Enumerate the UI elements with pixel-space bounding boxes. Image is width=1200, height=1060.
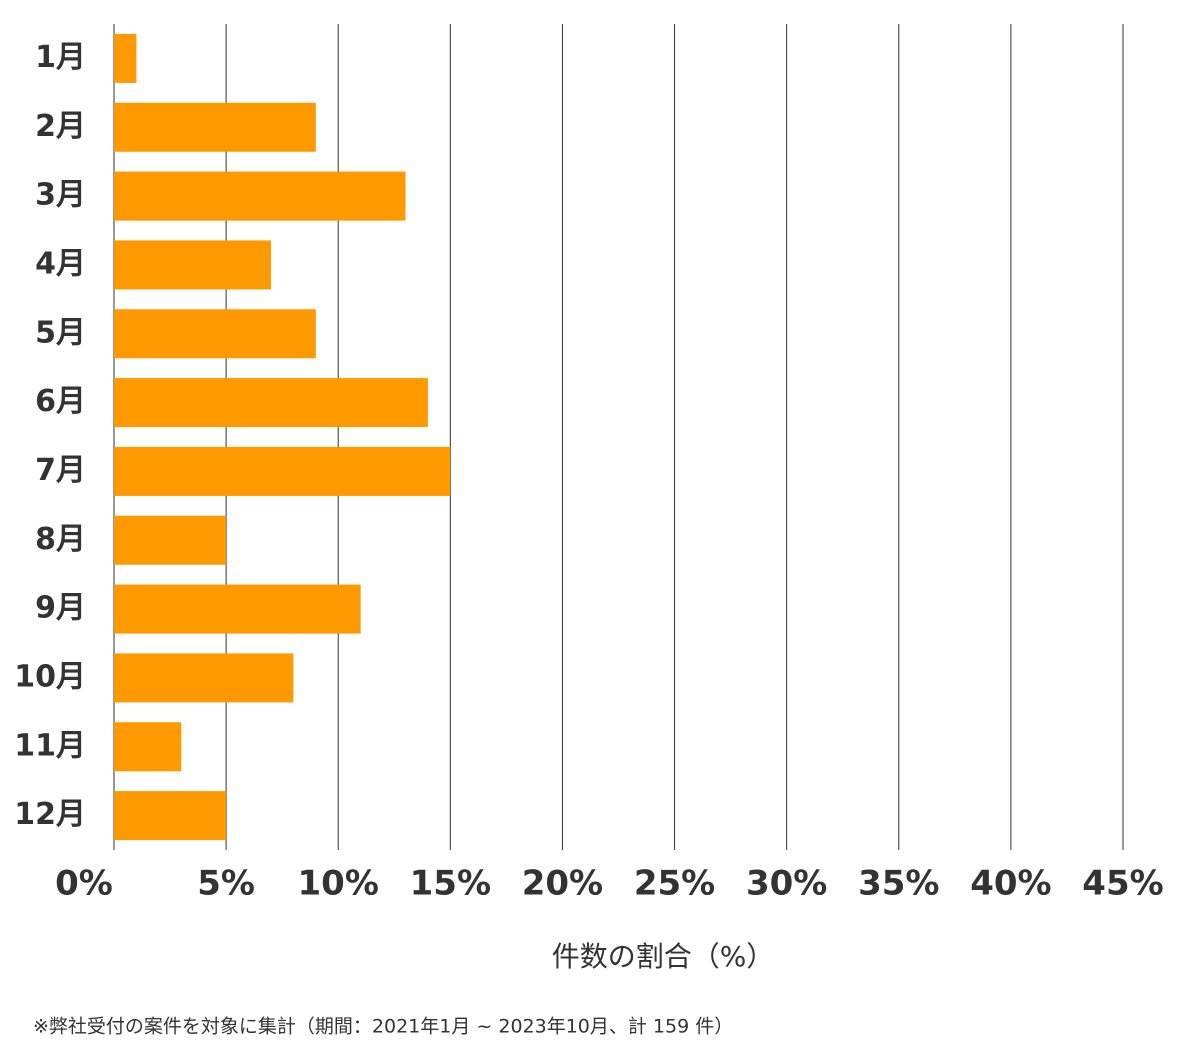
x-tick-label: 25%: [634, 864, 715, 904]
bar: [114, 378, 428, 428]
y-tick-label: 10月: [14, 659, 86, 694]
x-tick-label: 0%: [55, 864, 113, 904]
x-tick-label: 35%: [858, 864, 939, 904]
bar: [114, 33, 137, 83]
footnote: ※弊社受付の案件を対象に集計（期間：2021年1月 ~ 2023年10月、計 1…: [33, 1016, 733, 1038]
bar: [114, 653, 294, 703]
y-tick-label: 4月: [35, 246, 86, 281]
bar: [114, 171, 406, 221]
bar: [114, 791, 227, 841]
bar: [114, 240, 271, 290]
bar: [114, 446, 451, 496]
x-tick-label: 5%: [197, 864, 255, 904]
y-tick-label: 11月: [14, 728, 86, 763]
x-tick-label: 45%: [1082, 864, 1163, 904]
y-tick-label: 7月: [35, 453, 86, 488]
y-tick-label: 1月: [35, 40, 86, 75]
bar: [114, 722, 182, 772]
y-tick-label: 2月: [35, 109, 86, 144]
bar: [114, 515, 227, 565]
bar: [114, 584, 361, 634]
bar: [114, 102, 316, 152]
x-axis-label: 件数の割合（%）: [552, 940, 775, 973]
y-tick-label: 5月: [35, 315, 86, 350]
y-tick-label: 9月: [35, 591, 86, 626]
y-tick-label: 8月: [35, 522, 86, 557]
bar: [114, 309, 316, 359]
y-tick-label: 12月: [14, 797, 86, 832]
x-tick-label: 10%: [298, 864, 379, 904]
y-tick-label: 3月: [35, 178, 86, 213]
x-tick-label: 30%: [746, 864, 827, 904]
x-tick-label: 40%: [970, 864, 1051, 904]
x-tick-label: 15%: [410, 864, 491, 904]
x-tick-label: 20%: [522, 864, 603, 904]
y-tick-label: 6月: [35, 384, 86, 419]
